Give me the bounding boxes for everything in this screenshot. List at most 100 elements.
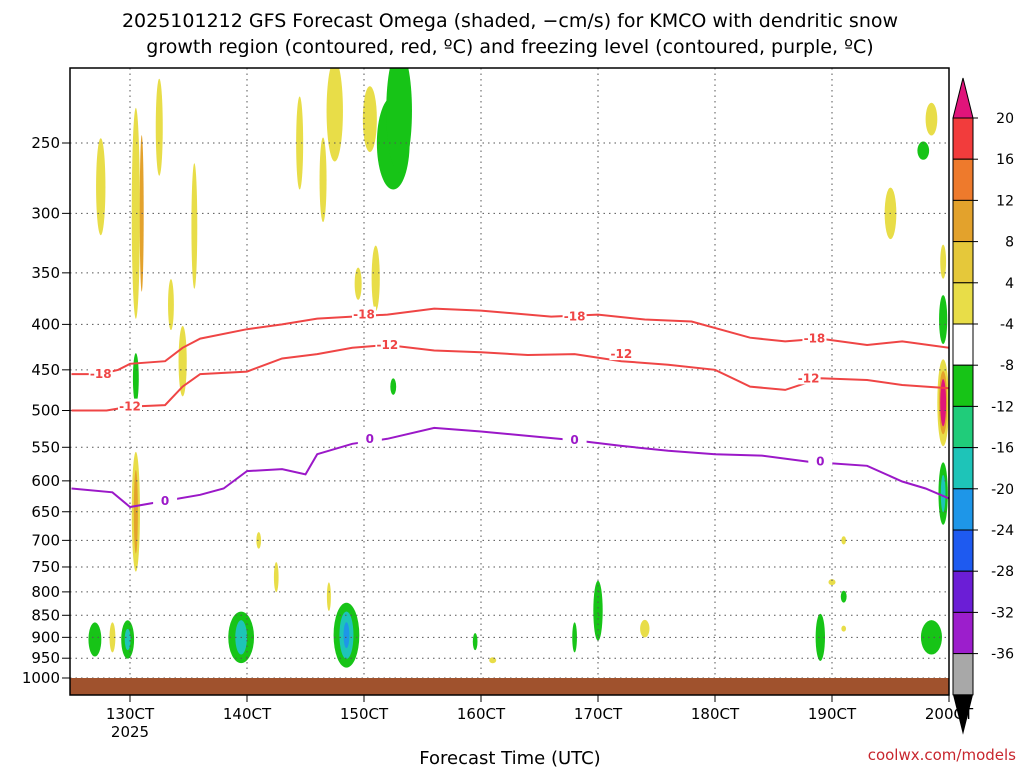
- colorbar-bin: [952, 282, 974, 325]
- omega-shaded-cell: [939, 295, 948, 344]
- omega-shaded-cell: [940, 379, 947, 427]
- x-tick-label: 160CT: [457, 705, 506, 723]
- contour-label-background: [375, 337, 400, 352]
- colorbar-bin: [952, 488, 974, 531]
- omega-shaded-cell: [917, 141, 930, 160]
- omega-shaded-cell: [815, 613, 825, 661]
- colorbar-label: -28: [991, 564, 1014, 580]
- omega-shaded-cell: [371, 245, 380, 312]
- contour-line: [71, 343, 949, 412]
- contour-label-background: [88, 366, 113, 381]
- y-tick-label: 400: [31, 315, 60, 333]
- omega-shaded-cell: [841, 625, 847, 632]
- omega-shaded-cell: [319, 137, 327, 223]
- omega-shaded-cell: [343, 622, 350, 649]
- x-tick-label: 150CT: [340, 705, 389, 723]
- omega-shaded-cell: [191, 163, 198, 289]
- contour-label: -12: [611, 347, 633, 361]
- omega-shaded-cell: [273, 562, 279, 593]
- omega-shaded-cell: [390, 378, 397, 395]
- omega-shaded-cell: [133, 470, 138, 554]
- contour-label-background: [562, 308, 587, 323]
- y-tick-label: 850: [31, 606, 60, 624]
- contour-label-background: [357, 430, 382, 445]
- contour-label: 0: [816, 455, 824, 469]
- contour-label: 0: [161, 494, 169, 508]
- colorbar-bin: [952, 241, 974, 284]
- omega-shaded-cell: [362, 86, 377, 153]
- credit-text: coolwx.com/models: [868, 746, 1016, 764]
- x-axis: 130CT 140CT 150CT 160CT 170CT 180CT 190CT 200CT: [106, 695, 974, 723]
- y-tick-label: 550: [31, 438, 60, 456]
- omega-shaded-cell: [472, 633, 478, 651]
- omega-shaded-cell: [640, 619, 650, 638]
- omega-shaded-cell: [828, 579, 836, 586]
- omega-shaded-cell: [109, 622, 116, 653]
- colorbar-bin: [952, 117, 974, 160]
- contour-label: -18: [90, 367, 112, 381]
- omega-shaded-cell: [593, 580, 603, 641]
- colorbar-bin: [952, 323, 974, 366]
- y-tick-label: 1000: [22, 669, 60, 687]
- y-tick-label: 800: [31, 583, 60, 601]
- omega-shaded-cell: [920, 620, 942, 655]
- y-axis: 250 300 350 400 450 500 550 600 650 700 750 800 850 9…: [22, 134, 70, 687]
- colorbar-label: -16: [991, 441, 1014, 457]
- omega-shaded-cell: [296, 96, 304, 190]
- omega-shaded-cell: [326, 582, 331, 611]
- chart-title-line2: growth region (contoured, red, ºC) and f…: [146, 36, 873, 58]
- contour-label-background: [609, 346, 634, 361]
- colorbar-bin: [952, 447, 974, 490]
- y-tick-label: 750: [31, 558, 60, 576]
- plot-frame: [69, 67, 950, 696]
- omega-shaded-cell: [88, 622, 102, 657]
- contour-label: 0: [366, 432, 374, 446]
- contour-line: [71, 307, 949, 376]
- colorbar-bin: [952, 570, 974, 613]
- omega-shaded-cell: [572, 622, 577, 653]
- y-tick-label: 250: [31, 134, 60, 152]
- colorbar-bin: [952, 529, 974, 572]
- x-tick-label: 140CT: [223, 705, 272, 723]
- omega-shaded-cell: [354, 267, 362, 300]
- x-tick-year: 2025: [111, 723, 149, 741]
- omega-shaded-cell: [155, 78, 163, 176]
- omega-shaded-cell: [326, 68, 343, 162]
- contour-label-background: [796, 370, 821, 385]
- contour-layer: -18 -18 -18 -18 -12 -12 -12 -12 0 0 0 0: [71, 306, 949, 509]
- y-tick-label: 600: [31, 472, 60, 490]
- omega-shaded-cell: [132, 353, 139, 404]
- omega-shaded-cell: [386, 68, 412, 173]
- omega-shaded-cell: [168, 279, 174, 331]
- colorbar-bin: [952, 653, 974, 696]
- x-tick-label: 170CT: [574, 705, 623, 723]
- ground-bar: [70, 678, 949, 695]
- contour-label-background: [153, 492, 178, 507]
- colorbar-label: -24: [991, 523, 1014, 539]
- omega-shading-layer: [88, 68, 949, 668]
- colorbar-label: 8: [1005, 235, 1014, 251]
- omega-shaded-cell: [178, 325, 187, 397]
- colorbar-label: -4: [1000, 317, 1014, 333]
- y-tick-label: 650: [31, 503, 60, 521]
- omega-shaded-cell: [940, 244, 947, 279]
- colorbar-label: -20: [991, 482, 1014, 498]
- colorbar-bottom-arrow: [953, 694, 973, 735]
- colorbar-label: 20: [996, 111, 1014, 127]
- contour-label: -12: [377, 338, 399, 352]
- colorbar-label: -8: [1000, 358, 1014, 374]
- y-tick-label: 300: [31, 204, 60, 222]
- colorbar-bin: [952, 405, 974, 449]
- omega-shaded-cell: [940, 474, 946, 513]
- y-tick-label: 900: [31, 628, 60, 646]
- y-tick-label: 950: [31, 649, 60, 667]
- contour-label: -18: [353, 308, 375, 322]
- colorbar-bin: [952, 158, 974, 201]
- x-axis-label: Forecast Time (UTC): [419, 748, 600, 768]
- colorbar-label: -12: [991, 399, 1014, 415]
- y-tick-label: 700: [31, 531, 60, 549]
- colorbar-bin: [952, 199, 974, 243]
- omega-shaded-cell: [124, 628, 131, 651]
- contour-label-background: [118, 398, 142, 413]
- contour-label: -12: [798, 371, 820, 385]
